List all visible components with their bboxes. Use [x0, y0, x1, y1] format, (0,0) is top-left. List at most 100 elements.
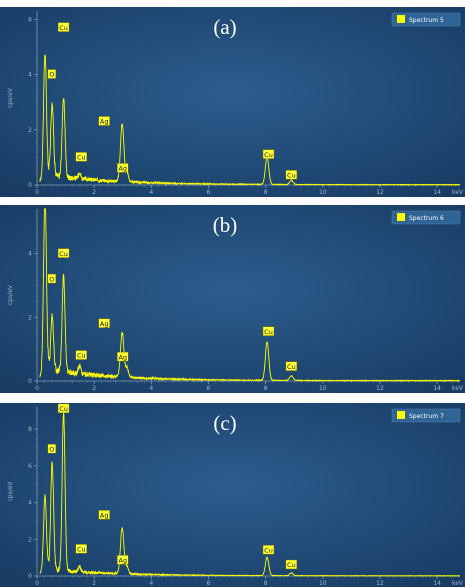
x-axis-label: keV — [452, 580, 464, 587]
spectrum-panel-b: 0 2 4 0 2 4 6 8 10 12 14 keV cps/eV O Cu Cu Ag Ag Cu Cu Spec… — [0, 205, 465, 393]
spectrum-chart-a: 0 2 4 6 0 2 4 6 8 10 12 14 keV cps/eV O Cu Cu Ag Ag Cu Cu Spe… — [0, 7, 465, 197]
x-tick-label: 0 — [35, 580, 39, 587]
peak-label: Ag — [117, 351, 129, 362]
spectrum-line — [39, 412, 461, 578]
peak-label: Cu — [262, 149, 275, 159]
y-tick-label: 4 — [28, 500, 32, 507]
panel-label: (c) — [213, 411, 236, 435]
legend-box — [391, 408, 461, 423]
legend-box — [391, 210, 461, 225]
peak-label-text: Ag — [100, 512, 109, 520]
peak-label: Cu — [57, 22, 70, 32]
x-tick-label: 8 — [264, 580, 268, 587]
panel-label: (b) — [213, 213, 238, 237]
peak-label: Cu — [262, 545, 275, 555]
x-tick-label: 4 — [149, 580, 153, 587]
x-tick-label: 4 — [149, 189, 153, 196]
peak-label: Cu — [75, 544, 88, 554]
y-tick-label: 4 — [28, 251, 32, 258]
peak-label: Ag — [98, 116, 110, 126]
y-axis-label: cps/eV — [7, 284, 14, 305]
peak-label-text: Cu — [77, 546, 86, 554]
x-tick-label: 12 — [376, 385, 384, 392]
y-tick-label: 8 — [28, 426, 32, 433]
peak-label-text: Cu — [59, 250, 68, 258]
peak-label: O — [47, 444, 57, 453]
peak-label-text: Ag — [100, 118, 109, 126]
peak-label-text: Ag — [118, 165, 127, 173]
peak-label-text: Cu — [287, 561, 296, 569]
legend: Spectrum 5 — [391, 12, 461, 27]
x-tick-label: 10 — [319, 385, 327, 392]
y-tick-label: 6 — [28, 16, 32, 23]
x-tick-label: 4 — [149, 385, 153, 392]
peak-label: O — [47, 273, 57, 283]
peak-label-text: Cu — [59, 24, 68, 32]
peak-label: Cu — [57, 248, 70, 258]
peak-label: O — [47, 69, 57, 79]
y-tick-label: 2 — [28, 314, 32, 321]
y-tick-label: 6 — [28, 463, 32, 470]
spectrum-panel-a: 0 2 4 6 0 2 4 6 8 10 12 14 keV cps/eV O Cu Cu Ag Ag Cu Cu Spe… — [0, 7, 465, 197]
plot-background — [0, 205, 465, 393]
x-tick-label: 8 — [264, 385, 268, 392]
peak-label-text: Cu — [264, 546, 273, 554]
legend: Spectrum 7 — [391, 408, 461, 423]
peak-label: Cu — [285, 559, 298, 570]
y-tick-label: 0 — [28, 378, 32, 385]
peak-label: Ag — [117, 163, 129, 173]
legend-swatch — [397, 213, 405, 221]
x-axis-label: keV — [452, 385, 464, 392]
peak-label-text: Cu — [287, 172, 296, 180]
x-tick-label: 2 — [92, 580, 96, 587]
peak-label-text: Cu — [77, 154, 86, 162]
legend-swatch — [397, 15, 405, 23]
peak-label-text: Ag — [118, 353, 127, 361]
x-tick-label: 6 — [207, 580, 211, 587]
spectrum-line — [39, 208, 461, 383]
spectrum-panel-c: 0 2 4 6 8 0 2 4 6 8 10 12 14 keV cps/eV O Cu Cu Ag Ag Cu Cu Sp… — [0, 403, 465, 587]
peak-label-text: Ag — [100, 320, 109, 328]
plot-background — [0, 7, 465, 197]
y-tick-label: 2 — [28, 127, 32, 134]
plot-background — [0, 403, 465, 587]
peak-label-text: Ag — [118, 557, 127, 565]
x-tick-label: 6 — [207, 385, 211, 392]
spectrum-chart-b: 0 2 4 0 2 4 6 8 10 12 14 keV cps/eV O Cu Cu Ag Ag Cu Cu Spec… — [0, 205, 465, 393]
peak-label-text: Cu — [77, 352, 86, 360]
peak-label: Ag — [98, 510, 110, 520]
y-axis-label: cps/eV — [7, 481, 14, 502]
x-tick-label: 0 — [35, 385, 39, 392]
y-tick-label: 0 — [28, 573, 32, 580]
peak-label-text: Cu — [59, 405, 68, 413]
y-tick-label: 2 — [28, 536, 32, 543]
peak-label: Cu — [75, 350, 88, 360]
x-axis-label: keV — [452, 189, 464, 196]
x-tick-label: 14 — [433, 580, 441, 587]
peak-label-text: O — [49, 71, 54, 79]
y-tick-label: 4 — [28, 72, 32, 79]
panel-label: (a) — [213, 15, 236, 39]
peak-label: Cu — [285, 361, 298, 371]
y-axis-label: cps/eV — [7, 87, 14, 108]
x-tick-label: 0 — [35, 189, 39, 196]
peak-label: Cu — [57, 403, 70, 413]
x-tick-label: 10 — [319, 580, 327, 587]
peak-label-text: O — [49, 445, 54, 453]
legend-label: Spectrum 6 — [409, 215, 444, 222]
x-tick-label: 8 — [264, 189, 268, 196]
peak-label: Cu — [75, 152, 88, 162]
legend-swatch — [397, 411, 405, 419]
legend-label: Spectrum 5 — [409, 17, 444, 24]
peak-label-text: Cu — [287, 363, 296, 371]
x-tick-label: 14 — [433, 385, 441, 392]
x-tick-label: 10 — [319, 189, 327, 196]
x-tick-label: 12 — [376, 580, 384, 587]
peak-label: Ag — [98, 318, 110, 328]
legend-box — [391, 12, 461, 27]
peak-label: Cu — [285, 170, 298, 180]
spectrum-chart-c: 0 2 4 6 8 0 2 4 6 8 10 12 14 keV cps/eV O Cu Cu Ag Ag Cu Cu Sp… — [0, 403, 465, 587]
peak-label: Cu — [262, 326, 275, 336]
peak-label-text: Cu — [264, 328, 273, 336]
y-tick-label: 0 — [28, 182, 32, 189]
